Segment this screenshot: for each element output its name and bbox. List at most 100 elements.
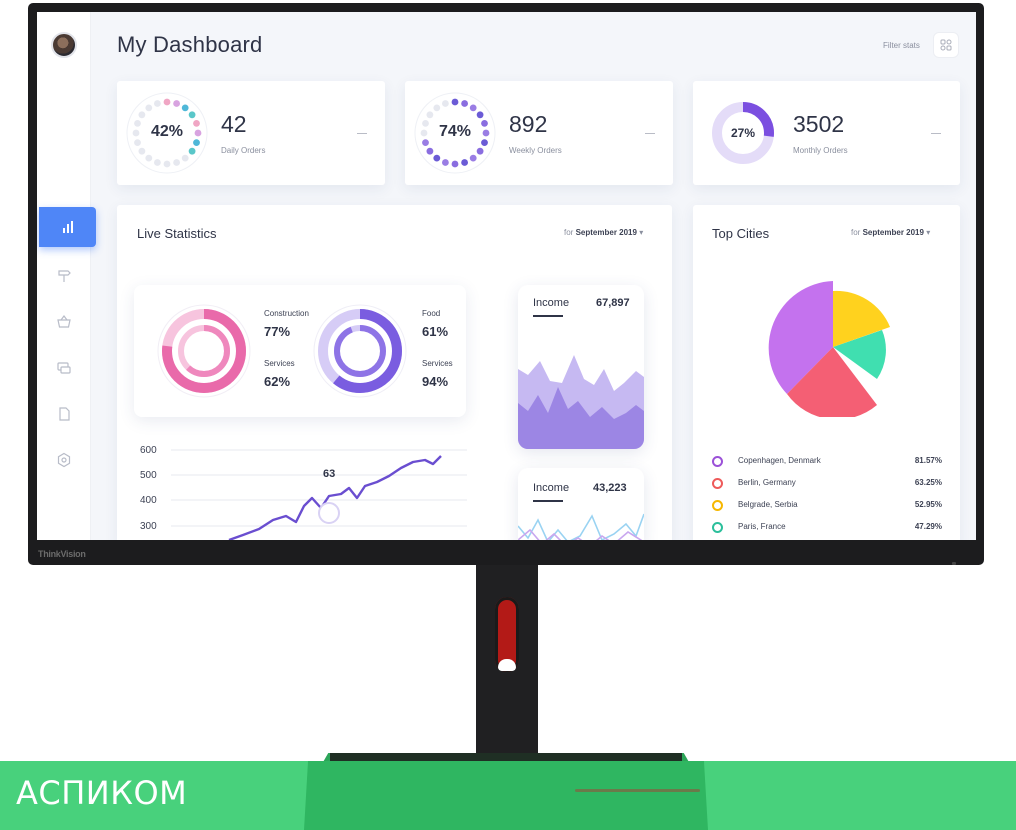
progress-dot xyxy=(420,129,428,137)
sidebar-item-directions[interactable] xyxy=(37,256,91,296)
city-name: Berlin, Germany xyxy=(738,478,796,487)
weekly-orders-progress-ring xyxy=(414,92,496,174)
income-card-2: Income 43,223 xyxy=(518,468,644,540)
progress-dot xyxy=(422,120,429,127)
food-value: 61% xyxy=(422,324,449,339)
daily-orders-label: Daily Orders xyxy=(221,146,266,155)
avatar[interactable] xyxy=(51,32,77,58)
progress-dot xyxy=(426,111,434,119)
pie-slice-belgrade[interactable] xyxy=(833,290,890,347)
period-value: September 2019 xyxy=(862,228,924,237)
progress-dot xyxy=(461,159,468,166)
progress-dot xyxy=(476,111,484,119)
city-name: Paris, France xyxy=(738,522,786,531)
construction-donut xyxy=(157,304,251,398)
city-name: Belgrade, Serbia xyxy=(738,500,798,509)
sidebar-item-shop[interactable] xyxy=(37,302,91,342)
page-title: My Dashboard xyxy=(117,32,263,57)
pie-slice-copenhagen[interactable] xyxy=(768,281,833,394)
sidebar xyxy=(37,12,96,540)
city-row-berlin[interactable]: Berlin, Germany 63.25% xyxy=(712,477,942,491)
city-color-dot xyxy=(712,500,723,511)
progress-dot xyxy=(163,98,171,106)
bar-chart-icon xyxy=(62,221,73,233)
filter-icon xyxy=(940,39,952,51)
weekly-orders-card: 74% 892 Weekly Orders xyxy=(405,81,673,185)
progress-dot xyxy=(481,120,488,127)
progress-dot xyxy=(442,100,449,107)
stand-base-top xyxy=(330,753,682,761)
stand-base-line xyxy=(575,789,700,792)
live-statistics-period[interactable]: for September 2019 ▾ xyxy=(564,228,643,237)
progress-dot xyxy=(433,154,441,162)
construction-value: 77% xyxy=(264,324,291,339)
city-row-copenhagen[interactable]: Copenhagen, Denmark 81.57% xyxy=(712,455,942,469)
income-value-2: 43,223 xyxy=(593,482,627,494)
stand-base-front xyxy=(304,761,708,830)
city-row-paris[interactable]: Paris, France 47.29% xyxy=(712,521,942,535)
income-line-2a xyxy=(518,513,644,540)
income-card: Income 67,897 xyxy=(518,285,644,449)
brand-text: АСПИКОМ xyxy=(16,774,188,812)
income-area-front xyxy=(518,387,644,449)
power-indicator xyxy=(952,562,956,565)
filter-stats-button[interactable] xyxy=(933,32,959,58)
sidebar-item-documents[interactable] xyxy=(37,394,91,434)
services-label-2: Services xyxy=(422,359,453,368)
construction-label: Construction xyxy=(264,309,309,318)
progress-dot xyxy=(181,154,189,162)
services-label: Services xyxy=(264,359,295,368)
live-line-series xyxy=(228,455,442,540)
city-row-belgrade[interactable]: Belgrade, Serbia 52.95% xyxy=(712,499,942,513)
progress-dot xyxy=(469,104,477,112)
chevron-down-icon: ▾ xyxy=(926,228,931,237)
food-donut xyxy=(313,304,407,398)
services-value-2: 94% xyxy=(422,374,449,389)
progress-dot xyxy=(154,159,161,166)
line-peak-label: 63 xyxy=(323,468,336,480)
city-color-dot xyxy=(712,478,723,489)
city-percent: 47.29% xyxy=(914,522,942,531)
screens-icon xyxy=(57,362,71,374)
progress-dot xyxy=(481,139,488,146)
basket-icon xyxy=(57,315,71,328)
income-value: 67,897 xyxy=(596,297,630,309)
progress-dot xyxy=(422,139,429,146)
settings-icon xyxy=(57,452,71,468)
sidebar-item-statistics[interactable] xyxy=(39,207,96,247)
pie-slice-paris[interactable] xyxy=(833,330,886,379)
progress-dot xyxy=(482,129,490,137)
progress-dot xyxy=(173,100,180,107)
sidebar-item-settings[interactable] xyxy=(37,440,91,480)
city-color-dot xyxy=(712,456,723,467)
chevron-down-icon: ▾ xyxy=(639,228,644,237)
weekly-orders-percent: 74% xyxy=(438,123,472,140)
monthly-orders-card: 27% 3502 Monthly Orders xyxy=(693,81,960,185)
cable-hole xyxy=(498,659,516,671)
city-percent: 63.25% xyxy=(914,478,942,487)
income-underline xyxy=(533,315,563,317)
progress-dot xyxy=(173,159,180,166)
progress-dot xyxy=(193,120,200,127)
daily-orders-progress-ring xyxy=(126,92,208,174)
progress-dot xyxy=(154,100,161,107)
y-tick-300: 300 xyxy=(140,521,157,532)
income-label-2: Income xyxy=(533,482,570,494)
y-tick-400: 400 xyxy=(140,495,157,506)
progress-dot xyxy=(145,104,153,112)
weekly-orders-value: 892 xyxy=(509,111,548,137)
y-tick-600: 600 xyxy=(140,445,157,456)
period-prefix: for xyxy=(564,228,574,237)
progress-dot xyxy=(469,154,477,162)
period-prefix: for xyxy=(851,228,861,237)
top-cities-period[interactable]: for September 2019 ▾ xyxy=(851,228,930,237)
sidebar-item-screens[interactable] xyxy=(37,348,91,388)
line-peak-marker[interactable] xyxy=(318,502,340,524)
pie-slice-berlin[interactable] xyxy=(787,347,877,417)
income-label: Income xyxy=(533,297,570,309)
filter-stats-label[interactable]: Filter stats xyxy=(883,41,920,50)
donut-panel: Construction 77% Services 62% Food 61% S… xyxy=(134,285,466,417)
progress-dot xyxy=(132,129,140,137)
progress-dot xyxy=(426,147,434,155)
